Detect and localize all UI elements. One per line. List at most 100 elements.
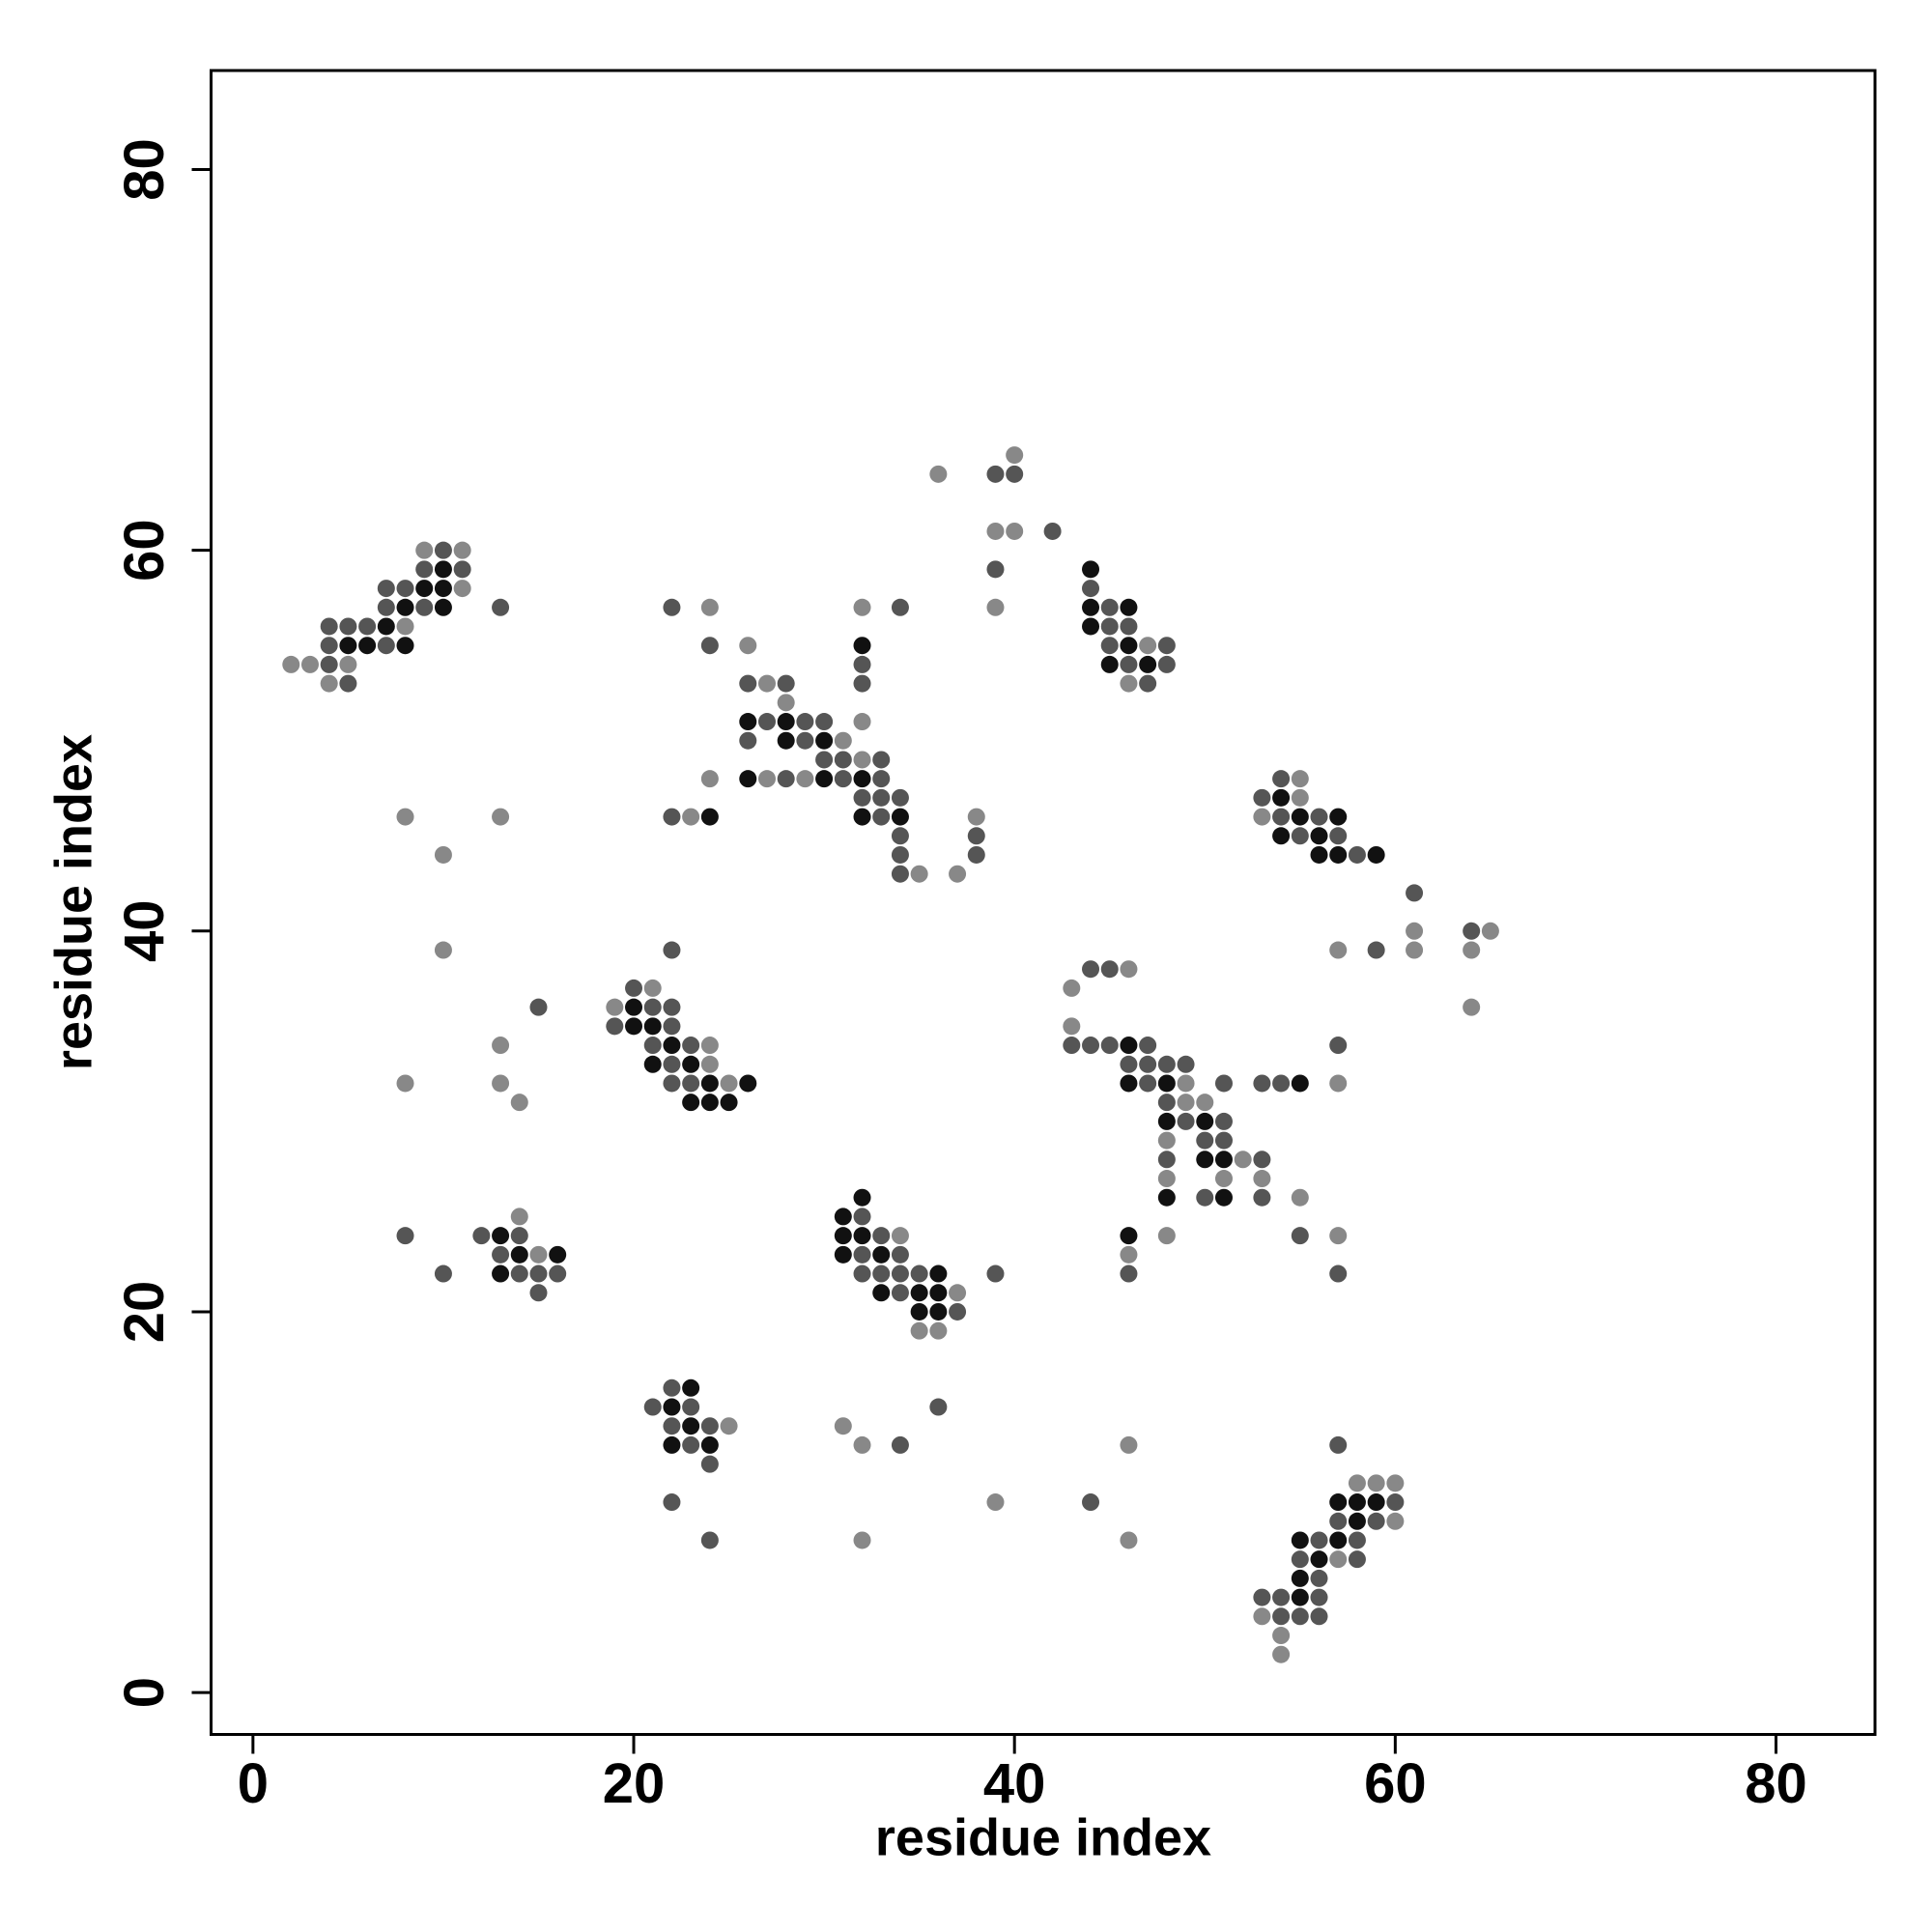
point	[853, 1264, 871, 1283]
point	[1157, 1188, 1176, 1207]
point	[739, 713, 757, 731]
point	[1120, 637, 1138, 655]
point	[891, 1227, 909, 1245]
point	[757, 770, 776, 788]
point	[1214, 1151, 1233, 1169]
point	[1082, 1037, 1100, 1055]
point	[815, 731, 834, 750]
point	[682, 1378, 700, 1397]
point	[1177, 1055, 1195, 1073]
point	[320, 637, 338, 655]
point	[853, 637, 871, 655]
point	[663, 1398, 681, 1416]
point	[1348, 1474, 1366, 1492]
point	[1291, 1607, 1309, 1626]
point	[700, 1531, 719, 1549]
point	[853, 674, 871, 693]
point	[739, 637, 757, 655]
point	[377, 617, 395, 636]
point	[1214, 1131, 1233, 1150]
point	[663, 1378, 681, 1397]
point	[472, 1227, 491, 1245]
point	[700, 1055, 719, 1073]
point	[1386, 1512, 1405, 1530]
plot-frame	[210, 69, 1877, 1736]
point	[434, 560, 452, 579]
point	[1120, 1074, 1138, 1093]
point	[1310, 1531, 1328, 1549]
x-tick-label: 60	[1364, 1752, 1427, 1815]
point	[663, 808, 681, 826]
point	[1348, 1493, 1366, 1512]
point	[1348, 1550, 1366, 1569]
point	[872, 770, 891, 788]
point	[700, 1094, 719, 1112]
point	[1157, 1112, 1176, 1130]
point	[872, 1264, 891, 1283]
point	[1291, 1588, 1309, 1606]
point	[682, 808, 700, 826]
x-tick-label: 80	[1745, 1752, 1807, 1815]
point	[720, 1094, 738, 1112]
point	[891, 827, 909, 845]
point	[1310, 808, 1328, 826]
point	[1329, 1435, 1348, 1454]
point	[1272, 1627, 1291, 1645]
point	[663, 1417, 681, 1435]
point	[625, 979, 643, 997]
point	[1157, 1055, 1176, 1073]
point	[1329, 1264, 1348, 1283]
point	[910, 1302, 928, 1321]
point	[1157, 1094, 1176, 1112]
point	[1329, 845, 1348, 864]
point	[700, 1037, 719, 1055]
point	[682, 1074, 700, 1093]
point	[1291, 788, 1309, 807]
point	[339, 655, 357, 673]
point	[949, 865, 967, 883]
point	[967, 845, 985, 864]
point	[1082, 617, 1100, 636]
point	[434, 845, 452, 864]
point	[1291, 1531, 1309, 1549]
point	[663, 598, 681, 616]
point	[1329, 1550, 1348, 1569]
point	[853, 1208, 871, 1226]
point	[339, 637, 357, 655]
point	[1139, 655, 1157, 673]
point	[1006, 522, 1024, 540]
point	[1291, 1188, 1309, 1207]
point	[1329, 1493, 1348, 1512]
point	[529, 1284, 548, 1302]
point	[1310, 845, 1328, 864]
point	[1272, 1645, 1291, 1663]
point	[910, 865, 928, 883]
point	[891, 808, 909, 826]
point	[663, 1074, 681, 1093]
point	[853, 788, 871, 807]
point	[1082, 580, 1100, 598]
point	[1157, 655, 1176, 673]
point	[1253, 1588, 1271, 1606]
point	[1100, 598, 1119, 616]
point	[1234, 1151, 1252, 1169]
point	[663, 1435, 681, 1454]
point	[1120, 1435, 1138, 1454]
point	[1139, 674, 1157, 693]
point	[1120, 1037, 1138, 1055]
point	[643, 1037, 662, 1055]
point	[891, 1435, 909, 1454]
point	[1063, 979, 1081, 997]
point	[1329, 1531, 1348, 1549]
point	[415, 560, 434, 579]
point	[682, 1435, 700, 1454]
point	[929, 1321, 948, 1340]
point	[1139, 637, 1157, 655]
point	[834, 1417, 852, 1435]
point	[492, 598, 510, 616]
point	[872, 1284, 891, 1302]
point	[1310, 1588, 1328, 1606]
point	[1272, 788, 1291, 807]
point	[1310, 827, 1328, 845]
